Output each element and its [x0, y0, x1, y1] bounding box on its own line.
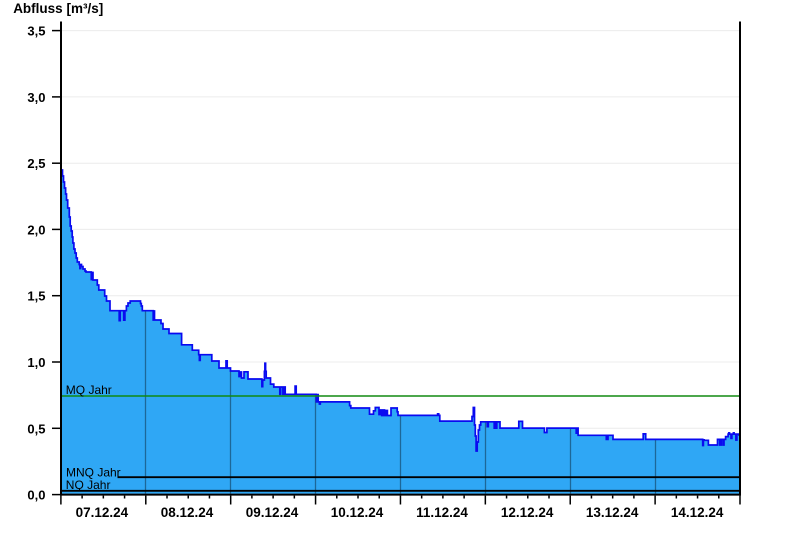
svg-text:14.12.24: 14.12.24 — [671, 505, 724, 520]
svg-text:08.12.24: 08.12.24 — [161, 505, 214, 520]
svg-text:1,5: 1,5 — [27, 289, 45, 304]
svg-text:09.12.24: 09.12.24 — [246, 505, 299, 520]
svg-text:3,5: 3,5 — [27, 24, 45, 39]
svg-text:13.12.24: 13.12.24 — [586, 505, 639, 520]
svg-text:1,0: 1,0 — [27, 355, 45, 370]
svg-text:Abfluss [m³/s]: Abfluss [m³/s] — [13, 1, 103, 16]
svg-text:2,5: 2,5 — [27, 156, 45, 171]
svg-text:0,5: 0,5 — [27, 421, 45, 436]
svg-text:NQ Jahr: NQ Jahr — [66, 478, 111, 492]
svg-text:MNQ Jahr: MNQ Jahr — [66, 465, 121, 479]
svg-text:11.12.24: 11.12.24 — [416, 505, 468, 520]
svg-text:3,0: 3,0 — [27, 90, 45, 105]
svg-text:MQ Jahr: MQ Jahr — [66, 383, 112, 397]
svg-text:0,0: 0,0 — [27, 488, 45, 503]
svg-text:12.12.24: 12.12.24 — [501, 505, 554, 520]
svg-text:07.12.24: 07.12.24 — [76, 505, 129, 520]
svg-text:10.12.24: 10.12.24 — [331, 505, 384, 520]
svg-text:2,0: 2,0 — [27, 222, 45, 237]
